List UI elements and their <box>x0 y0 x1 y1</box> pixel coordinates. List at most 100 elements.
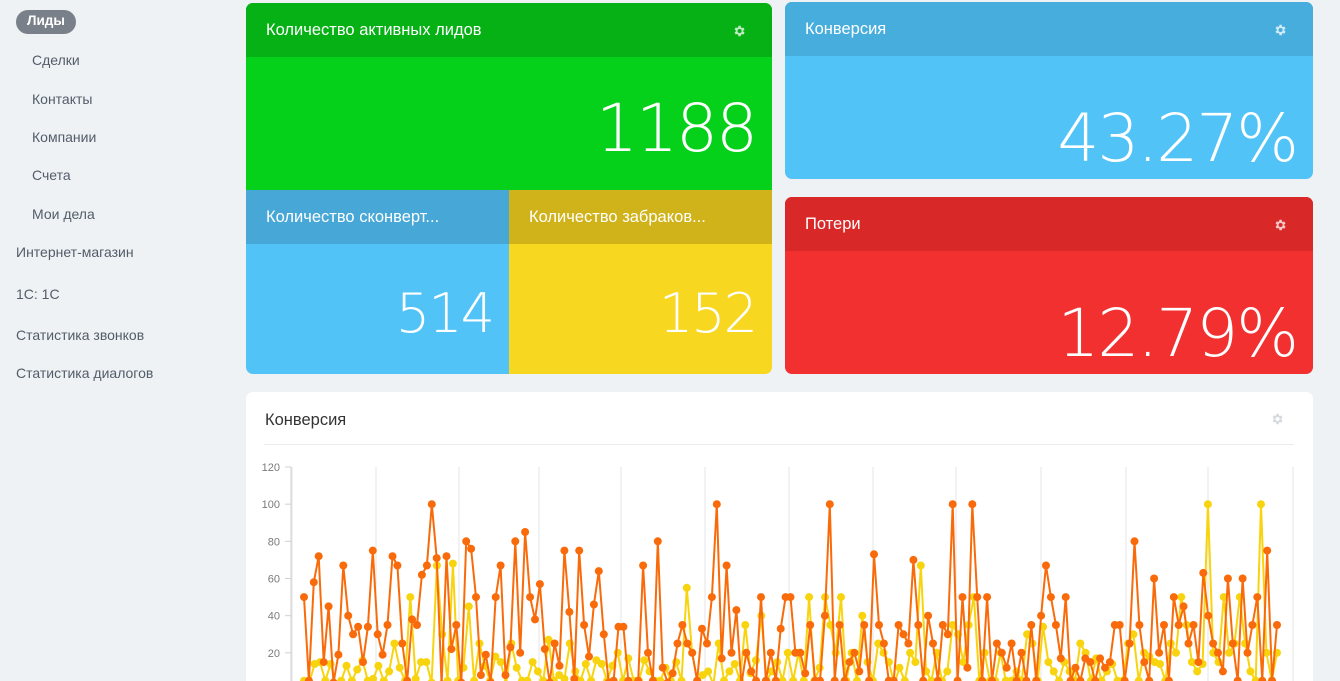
chart-data-point[interactable] <box>988 676 996 681</box>
chart-data-point[interactable] <box>319 658 328 667</box>
chart-data-point[interactable] <box>464 602 473 611</box>
chart-data-point[interactable] <box>1257 500 1265 509</box>
chart-data-point[interactable] <box>491 652 500 661</box>
chart-data-point[interactable] <box>314 552 323 561</box>
chart-data-point[interactable] <box>825 500 834 509</box>
chart-data-point[interactable] <box>347 676 356 681</box>
chart-data-point[interactable] <box>875 621 883 629</box>
chart-data-point[interactable] <box>321 676 330 681</box>
chart-data-point[interactable] <box>1135 621 1144 629</box>
gear-icon[interactable] <box>1273 218 1287 232</box>
chart-data-point[interactable] <box>411 674 420 681</box>
chart-data-point[interactable] <box>919 676 928 681</box>
chart-data-point[interactable] <box>378 650 387 659</box>
chart-data-point[interactable] <box>521 528 530 536</box>
chart-data-point[interactable] <box>924 611 933 620</box>
chart-data-point[interactable] <box>1066 676 1075 681</box>
chart-data-point[interactable] <box>481 650 490 659</box>
chart-data-point[interactable] <box>783 648 792 657</box>
chart-data-point[interactable] <box>874 639 883 648</box>
chart-data-point[interactable] <box>1263 546 1272 555</box>
chart-data-point[interactable] <box>786 593 795 602</box>
chart-data-point[interactable] <box>703 639 711 648</box>
chart-data-point[interactable] <box>555 661 564 670</box>
chart-data-point[interactable] <box>1076 639 1085 648</box>
chart-data-point[interactable] <box>1125 639 1134 648</box>
chart-data-point[interactable] <box>634 676 643 681</box>
chart-data-point[interactable] <box>467 544 476 553</box>
sidebar-item-contacts[interactable]: Контакты <box>32 91 93 107</box>
chart-data-point[interactable] <box>544 635 553 644</box>
chart-data-point[interactable] <box>801 669 810 678</box>
chart-data-point[interactable] <box>597 660 606 668</box>
chart-data-point[interactable] <box>523 676 532 681</box>
chart-data-point[interactable] <box>900 676 909 681</box>
chart-data-point[interactable] <box>682 583 691 592</box>
chart-data-point[interactable] <box>496 658 505 667</box>
chart-data-point[interactable] <box>761 676 770 681</box>
chart-data-point[interactable] <box>368 546 377 555</box>
chart-data-point[interactable] <box>1273 621 1281 629</box>
chart-data-point[interactable] <box>585 652 593 661</box>
chart-data-point[interactable] <box>933 676 942 681</box>
chart-data-point[interactable] <box>929 639 937 648</box>
chart-data-point[interactable] <box>858 611 867 620</box>
chart-data-point[interactable] <box>329 678 338 681</box>
chart-data-point[interactable] <box>958 593 967 602</box>
chart-data-point[interactable] <box>363 622 372 631</box>
sidebar-item-call-stats[interactable]: Статистика звонков <box>16 327 145 343</box>
chart-data-point[interactable] <box>339 561 348 570</box>
chart-data-point[interactable] <box>938 621 947 629</box>
chart-data-point[interactable] <box>413 621 421 629</box>
sidebar-item-dialog-stats[interactable]: Статистика диалогов <box>16 365 154 381</box>
chart-data-point[interactable] <box>1023 630 1032 639</box>
sidebar-item-leads[interactable]: Лиды <box>16 10 76 34</box>
gear-icon[interactable] <box>1273 23 1287 37</box>
chart-data-point[interactable] <box>1044 658 1053 667</box>
chart-data-point[interactable] <box>879 639 888 648</box>
chart-data-point[interactable] <box>576 676 585 681</box>
chart-data-point[interactable] <box>1225 648 1234 657</box>
chart-data-point[interactable] <box>1120 676 1129 681</box>
chart-data-point[interactable] <box>535 580 544 589</box>
chart-data-point[interactable] <box>805 593 814 602</box>
chart-data-point[interactable] <box>663 678 672 681</box>
chart-data-point[interactable] <box>1223 574 1232 583</box>
chart-data-point[interactable] <box>1055 676 1063 681</box>
chart-data-point[interactable] <box>587 676 596 681</box>
chart-data-point[interactable] <box>865 676 874 681</box>
chart-data-point[interactable] <box>1150 574 1159 583</box>
chart-data-point[interactable] <box>895 663 904 672</box>
chart-data-point[interactable] <box>1174 621 1183 629</box>
chart-data-point[interactable] <box>1086 658 1095 667</box>
chart-data-point[interactable] <box>427 678 436 681</box>
chart-data-point[interactable] <box>448 559 457 568</box>
chart-data-point[interactable] <box>820 611 829 620</box>
chart-data-point[interactable] <box>953 676 962 681</box>
chart-data-point[interactable] <box>432 554 441 563</box>
chart-data-point[interactable] <box>698 624 706 633</box>
chart-data-point[interactable] <box>1189 621 1198 629</box>
chart-data-point[interactable] <box>658 663 667 672</box>
chart-data-point[interactable] <box>1071 663 1080 672</box>
chart-data-point[interactable] <box>1218 667 1227 676</box>
chart-data-point[interactable] <box>725 667 734 676</box>
chart-data-point[interactable] <box>334 650 343 659</box>
chart-data-point[interactable] <box>845 658 854 667</box>
chart-data-point[interactable] <box>476 671 485 680</box>
chart-data-point[interactable] <box>1096 654 1105 663</box>
chart-data-point[interactable] <box>1042 561 1050 570</box>
chart-data-point[interactable] <box>1145 676 1154 681</box>
chart-data-point[interactable] <box>624 676 633 681</box>
chart-data-point[interactable] <box>959 658 968 667</box>
chart-data-point[interactable] <box>648 676 657 681</box>
chart-data-point[interactable] <box>656 676 665 681</box>
chart-data-point[interactable] <box>717 654 726 663</box>
chart-data-point[interactable] <box>1105 658 1114 667</box>
chart-data-point[interactable] <box>894 621 903 629</box>
chart-data-point[interactable] <box>707 593 716 602</box>
chart-data-point[interactable] <box>501 671 510 680</box>
chart-data-point[interactable] <box>771 676 780 681</box>
chart-data-point[interactable] <box>1193 667 1202 676</box>
conversion-tile[interactable]: Конверсия 43.27% <box>785 2 1313 179</box>
